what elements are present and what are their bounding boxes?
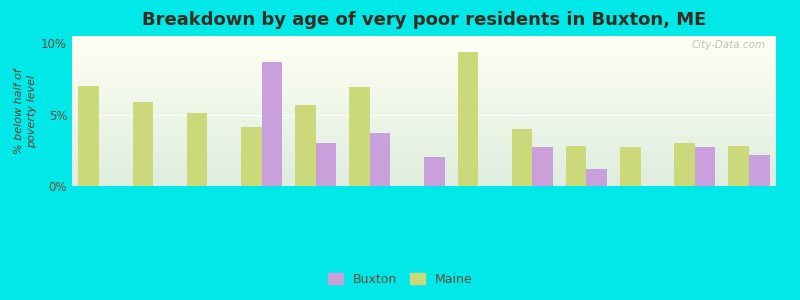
Title: Breakdown by age of very poor residents in Buxton, ME: Breakdown by age of very poor residents … xyxy=(142,11,706,29)
Bar xyxy=(566,146,586,186)
Bar xyxy=(370,133,390,186)
Bar xyxy=(316,143,336,186)
Bar xyxy=(424,158,445,186)
Bar xyxy=(749,154,770,186)
Bar xyxy=(78,86,99,186)
Bar xyxy=(674,143,694,186)
Bar xyxy=(262,62,282,186)
Text: City-Data.com: City-Data.com xyxy=(691,40,766,50)
Bar xyxy=(187,113,207,186)
Bar xyxy=(586,169,607,186)
Bar xyxy=(694,147,715,186)
Bar xyxy=(295,105,316,186)
Legend: Buxton, Maine: Buxton, Maine xyxy=(323,268,477,291)
Bar xyxy=(620,147,641,186)
Bar xyxy=(458,52,478,186)
Y-axis label: % below half of
poverty level: % below half of poverty level xyxy=(14,68,37,154)
Bar xyxy=(728,146,749,186)
Bar xyxy=(532,147,553,186)
Bar xyxy=(133,102,154,186)
Bar xyxy=(512,129,532,186)
Bar xyxy=(350,87,370,186)
Bar xyxy=(241,128,262,186)
